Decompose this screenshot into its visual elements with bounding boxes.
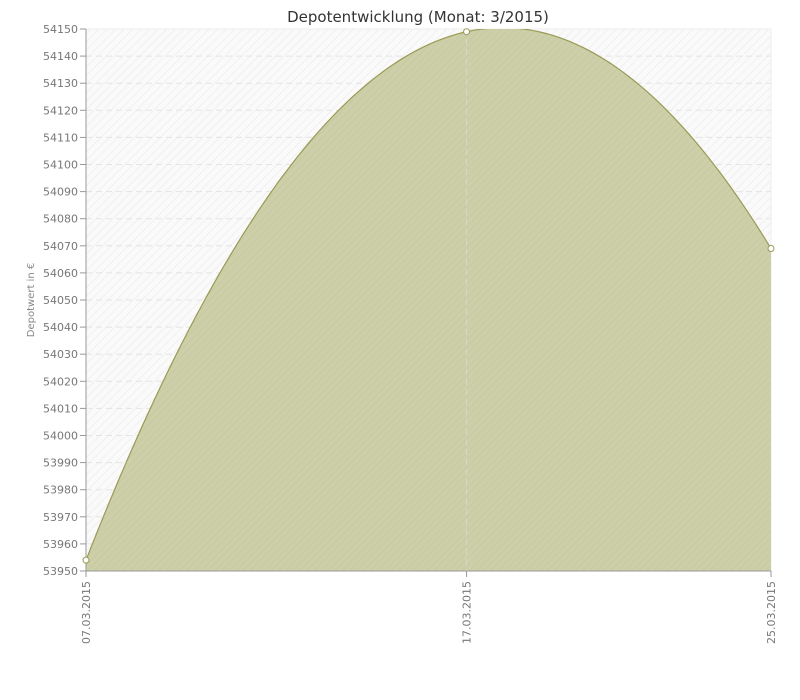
data-point[interactable] [463, 28, 471, 36]
y-tick-label: 54000 [43, 430, 78, 443]
y-tick-label: 53960 [43, 538, 78, 551]
data-point[interactable] [767, 245, 775, 253]
y-tick-label: 54130 [43, 77, 78, 90]
x-axis-ticks: 07.03.2015 17.03.2015 25.03.2015 [80, 571, 778, 644]
y-tick-label: 54020 [43, 375, 78, 388]
y-tick-label: 54010 [43, 402, 78, 415]
y-tick-label: 53990 [43, 457, 78, 470]
y-tick-label: 54080 [43, 213, 78, 226]
y-tick-label: 54030 [43, 348, 78, 361]
y-tick-label: 53980 [43, 484, 78, 497]
x-tick-label: 17.03.2015 [461, 581, 474, 644]
y-tick-label: 54100 [43, 159, 78, 172]
x-tick-label: 25.03.2015 [765, 581, 778, 644]
y-tick-label: 53950 [43, 565, 78, 578]
y-tick-label: 54060 [43, 267, 78, 280]
data-point[interactable] [82, 556, 90, 564]
y-tick-label: 54050 [43, 294, 78, 307]
x-tick-label: 07.03.2015 [80, 581, 93, 644]
area-fill [86, 29, 771, 571]
y-axis-ticks: 53950 53960 53970 53980 53990 54000 54010 54020… [43, 23, 86, 578]
series-line [86, 29, 771, 561]
y-tick-label: 54120 [43, 104, 78, 117]
y-tick-label: 53970 [43, 511, 78, 524]
y-tick-label: 54110 [43, 131, 78, 144]
y-tick-label: 54090 [43, 186, 78, 199]
data-points [82, 28, 775, 564]
y-tick-label: 54040 [43, 321, 78, 334]
y-tick-label: 54070 [43, 240, 78, 253]
y-tick-label: 54140 [43, 50, 78, 63]
area-series [86, 29, 771, 571]
y-tick-label: 54150 [43, 23, 78, 36]
y-axis-label: Depotwert in € [26, 263, 37, 337]
chart-title: Depotentwicklung (Monat: 3/2015) [287, 8, 549, 26]
